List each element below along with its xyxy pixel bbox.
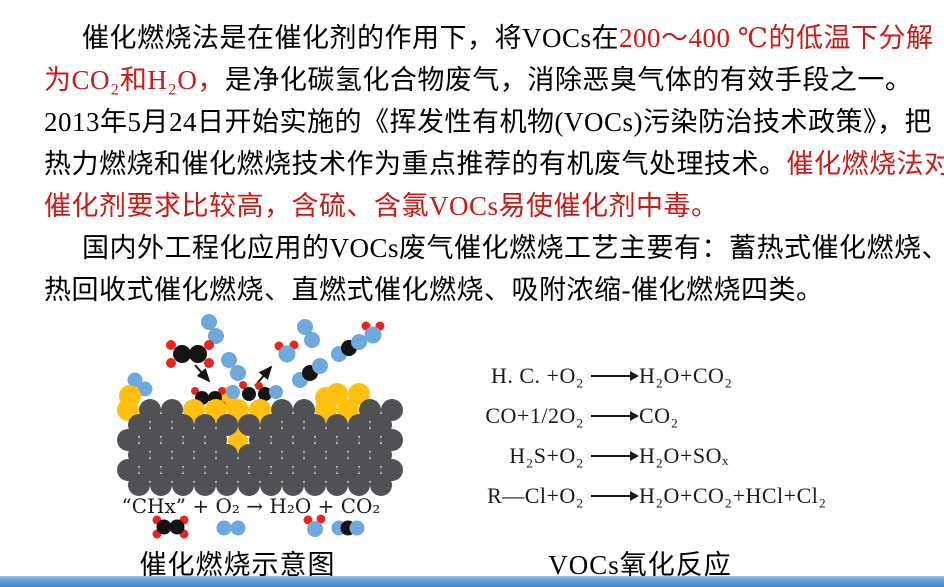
hydrocarbon-molecule-icon [152,515,189,539]
equation-lhs: H. C. +O₂ [490,363,584,388]
text-line: 国内外工程化应用的VOCs废气催化燃烧工艺主要有：蓄热式催化燃烧、 [44,227,944,269]
oxygen-molecule-icon [127,314,320,397]
reaction-arrow-icon [591,371,639,381]
right-figure-caption: VOCs氧化反应 [548,550,732,580]
hydrocarbon-molecule-icon [166,340,214,368]
equation-row: CO+1/2O₂ CO₂ [456,396,876,436]
text-line: 为CO₂和H₂O，是净化碳氢化合物废气，消除恶臭气体的有效手段之一。 [44,59,912,101]
highlighted-text-segment: 200～400 ℃的低温下分解 [619,23,934,53]
vocs-oxidation-equations: H. C. +O₂ H₂O+CO₂ CO+1/2O₂ CO₂ H₂S+O₂ H₂… [456,356,876,516]
carbon-dioxide-molecule-icon [292,334,367,388]
catalyst-support-lattice [117,414,403,496]
equation-lhs: R—Cl+O₂ [487,483,584,508]
text-segment: 是净化碳氢化合物废气，消除恶臭气体的有效手段之一。 [224,65,913,95]
text-segment: 热回收式催化燃烧、直燃式催化燃烧、吸附浓缩-催化燃烧四类。 [44,275,824,305]
equation-rhs: H₂O+CO₂ [639,363,733,388]
catalytic-combustion-diagram: “CHx” + O₂ → H₂O + CO₂ [117,314,403,539]
water-molecule-icon [303,514,326,537]
equation-rhs: CO₂ [639,403,679,428]
equation-row: R—Cl+O₂ H₂O+CO₂+HCl+Cl₂ [456,476,876,516]
text-line: 热力燃烧和催化燃烧技术作为重点推荐的有机废气处理技术。催化燃烧法对 [44,143,944,185]
text-segment: 2013年5月24日开始实施的《挥发性有机物(VOCs)污染防治技术政策》，把 [44,107,932,137]
equation-lhs: H₂S+O₂ [509,443,584,468]
text-line: 热回收式催化燃烧、直燃式催化燃烧、吸附浓缩-催化燃烧四类。 [44,269,904,311]
oxygen-molecule-icon [216,520,246,536]
equation-rhs: H₂O+CO₂+HCl+Cl₂ [639,483,827,508]
text-segment: 热力燃烧和催化燃烧技术作为重点推荐的有机废气处理技术。 [44,149,787,179]
equation-lhs: CO+1/2O₂ [485,403,584,428]
body-text: 催化燃烧法是在催化剂的作用下，将VOCs在200～400 ℃的低温下分解 为CO… [44,17,944,311]
reaction-arrow-icon [591,411,639,421]
reaction-arrow-icon [591,451,639,461]
footer-accent-bar [0,576,944,587]
carbon-dioxide-molecule-icon [331,520,365,536]
highlighted-text-segment: 催化燃烧法对 [786,149,944,179]
equation-rhs: H₂O+SOₓ [639,443,729,468]
text-line: 催化剂要求比较高，含硫、含氯VOCs易使催化剂中毒。 [44,185,904,227]
water-molecule-icon [274,321,385,363]
left-figure-caption: 催化燃烧示意图 [139,550,336,580]
equation-row: H₂S+O₂ H₂O+SOₓ [456,436,876,476]
reaction-arrow-icon [591,491,639,501]
text-line: 2013年5月24日开始实施的《挥发性有机物(VOCs)污染防治技术政策》，把 [44,101,932,143]
equation-row: H. C. +O₂ H₂O+CO₂ [456,356,876,396]
text-segment: 国内外工程化应用的VOCs废气催化燃烧工艺主要有：蓄热式催化燃烧、 [82,233,944,263]
surface-reaction-formula: “CHx” + O₂ → H₂O + CO₂ [122,494,381,518]
highlighted-text-segment: 催化剂要求比较高，含硫、含氯VOCs易使催化剂中毒。 [44,191,719,221]
text-line: 催化燃烧法是在催化剂的作用下，将VOCs在200～400 ℃的低温下分解 [44,17,933,59]
highlighted-text-segment: 为CO₂和H₂O， [44,65,225,95]
text-segment: 催化燃烧法是在催化剂的作用下，将VOCs在 [82,23,620,53]
